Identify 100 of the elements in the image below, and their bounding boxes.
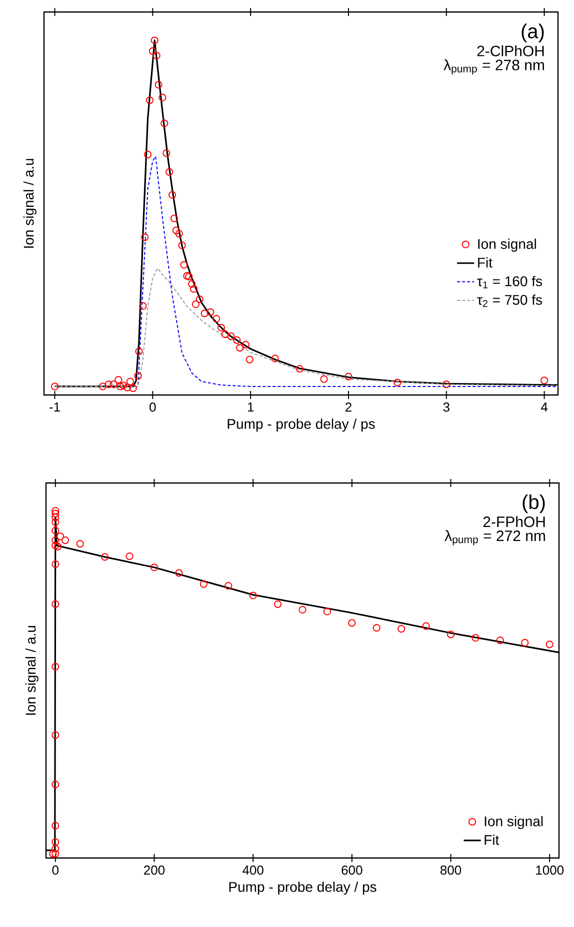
point — [185, 272, 193, 280]
point — [104, 380, 112, 388]
point — [344, 372, 352, 380]
legend-label: τ$_{2}$ = 750 fs — [477, 294, 542, 307]
point — [236, 344, 244, 352]
point — [496, 636, 504, 644]
point — [422, 622, 430, 630]
point — [446, 630, 455, 638]
point — [54, 542, 62, 550]
point — [212, 314, 220, 323]
point — [150, 564, 158, 572]
point — [221, 330, 229, 338]
y-axis-title: Ion signal / a.u — [25, 626, 38, 715]
point — [110, 380, 118, 388]
point — [242, 340, 250, 348]
x-tick-label: 800 — [440, 866, 462, 875]
legend-label: Fit — [478, 257, 492, 268]
x-tick-label: 2 — [346, 402, 352, 412]
point — [183, 272, 191, 280]
point — [546, 640, 554, 648]
point — [116, 382, 124, 390]
x-axis-title: Pump - probe delay / ps — [229, 882, 376, 895]
point — [52, 510, 60, 518]
point — [76, 540, 84, 548]
point — [190, 285, 198, 293]
point — [178, 242, 186, 250]
legend-label: τ$_{1}$ = 160 fs — [477, 276, 542, 288]
point — [52, 731, 60, 739]
annotation: 2-ClPhOH — [477, 45, 544, 56]
point — [206, 308, 214, 316]
point — [52, 518, 60, 526]
annotation: λ$_{pump}$ = 278 nm — [444, 59, 544, 75]
point — [150, 36, 158, 44]
legend-label: Ion signal — [478, 238, 536, 252]
point — [233, 336, 241, 344]
point — [50, 382, 59, 390]
point — [196, 295, 204, 304]
point — [348, 619, 356, 627]
point — [148, 47, 156, 55]
x-tick-label: 4 — [540, 402, 548, 412]
point — [114, 376, 122, 384]
point — [52, 506, 60, 515]
point — [52, 526, 60, 534]
point — [296, 364, 304, 373]
point — [152, 52, 160, 60]
point — [172, 226, 180, 234]
point — [52, 514, 60, 522]
legend-label: Fit — [484, 834, 500, 845]
point — [298, 606, 306, 614]
point — [162, 149, 170, 157]
point — [139, 302, 147, 310]
point — [134, 372, 142, 380]
point — [160, 120, 168, 128]
point — [170, 214, 178, 222]
point — [52, 850, 60, 858]
point — [49, 850, 57, 858]
point — [126, 552, 134, 560]
point — [61, 536, 70, 544]
point — [146, 96, 154, 104]
point — [175, 230, 183, 238]
point — [158, 94, 166, 102]
point — [323, 608, 332, 616]
x-tick-label: 200 — [144, 866, 165, 875]
point — [56, 532, 64, 540]
x-tick-label: -1 — [50, 402, 60, 412]
point — [180, 261, 188, 269]
point — [398, 625, 406, 633]
point — [320, 375, 328, 383]
point — [249, 592, 257, 600]
point — [274, 600, 282, 608]
point — [372, 624, 380, 632]
x-tick-label: 0 — [52, 866, 59, 875]
point — [52, 600, 60, 608]
x-tick-label: 1 — [248, 402, 254, 412]
point — [52, 844, 60, 852]
point — [120, 382, 128, 390]
x-tick-label: 3 — [443, 402, 450, 412]
legend-label: Ion signal — [484, 816, 543, 830]
y-axis-title: Ion signal / a.u — [23, 158, 36, 248]
point — [227, 332, 235, 340]
point — [52, 542, 60, 550]
point — [442, 380, 450, 388]
point — [200, 310, 208, 318]
annotation: 2-FPhOH — [483, 516, 545, 528]
x-tick-label: 1000 — [536, 866, 564, 875]
point — [52, 536, 60, 544]
point — [200, 580, 208, 588]
point — [129, 384, 137, 392]
point — [135, 348, 143, 356]
point — [246, 356, 254, 364]
point — [98, 382, 107, 390]
point — [144, 150, 152, 158]
point — [52, 780, 60, 788]
point — [224, 582, 232, 590]
x-axis-title: Pump - probe delay / ps — [228, 418, 375, 432]
x-tick-label: 600 — [342, 866, 362, 875]
point — [192, 300, 200, 308]
point — [52, 838, 60, 846]
point — [166, 168, 174, 176]
point — [123, 384, 132, 392]
